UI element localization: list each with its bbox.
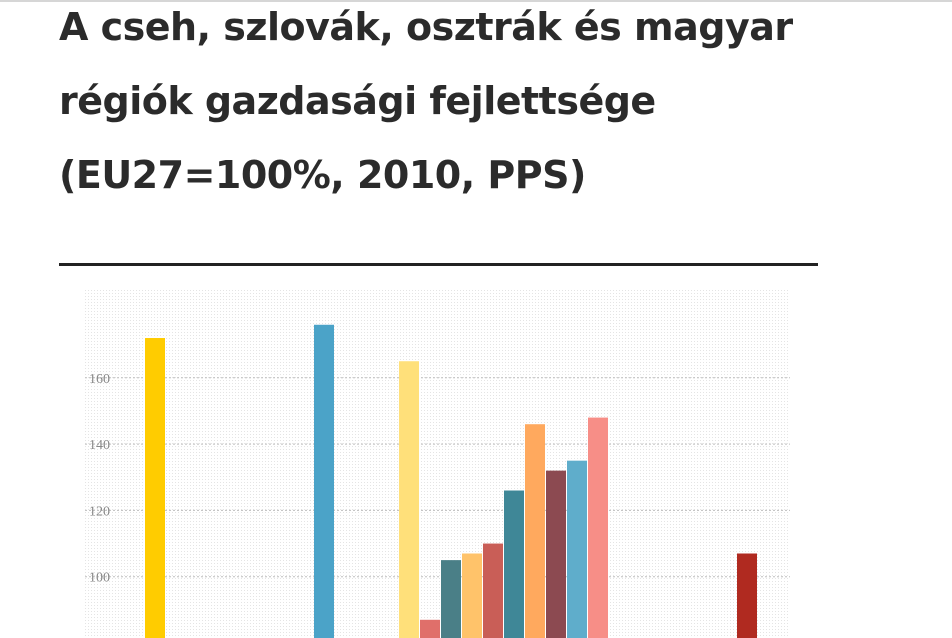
bar-4 [420, 619, 440, 638]
bar-5 [441, 560, 461, 638]
top-border [0, 0, 952, 2]
bar-13 [737, 553, 757, 638]
bar-chart: 80100120140160 [85, 290, 790, 638]
y-tick-label: 160 [89, 372, 110, 387]
y-tick-label: 140 [89, 438, 110, 453]
bar-8 [504, 490, 524, 638]
plot-background [85, 290, 790, 638]
bar-9 [525, 424, 545, 638]
bar-12 [588, 417, 608, 638]
chart-title: A cseh, szlovák, osztrák és magyar régió… [59, 5, 793, 197]
bar-11 [567, 460, 587, 638]
bar-3 [399, 361, 419, 638]
title-underline [59, 263, 818, 266]
y-tick-label: 120 [89, 504, 110, 519]
bar-2 [314, 324, 334, 638]
y-tick-label: 100 [89, 571, 110, 586]
bar-6 [462, 553, 482, 638]
bar-1 [145, 338, 165, 638]
bar-7 [483, 543, 503, 638]
bar-10 [546, 470, 566, 638]
